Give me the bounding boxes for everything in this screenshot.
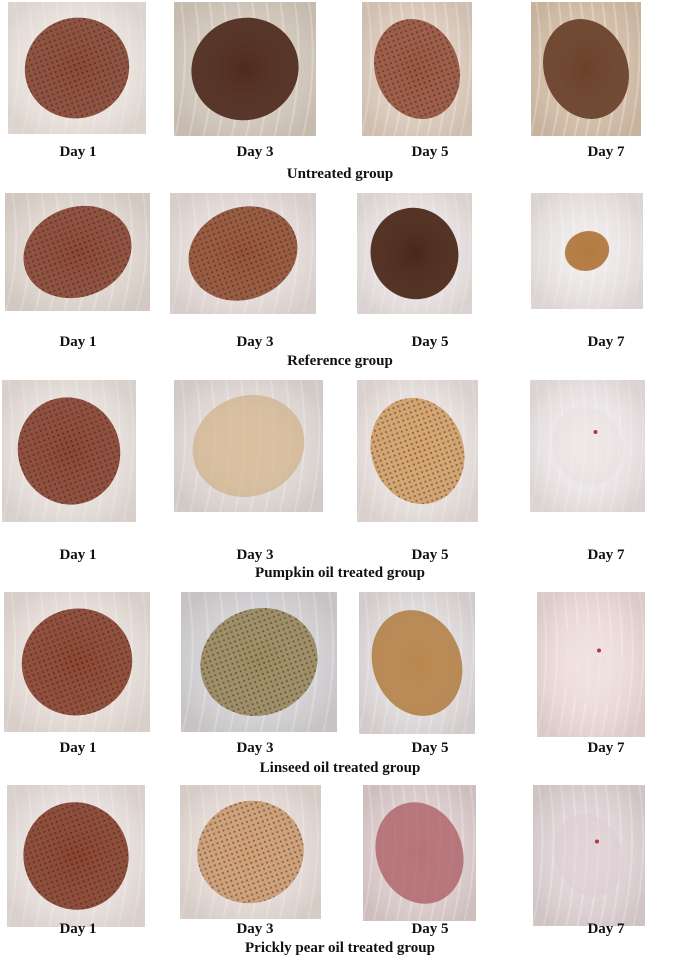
day-label: Day 1 xyxy=(59,921,97,937)
wound-photo xyxy=(5,193,150,311)
day-label: Day 7 xyxy=(587,740,625,756)
group-caption: Linseed oil treated group xyxy=(259,760,421,776)
wound-photo xyxy=(531,2,641,136)
day-label: Day 1 xyxy=(59,547,97,563)
wound-photo xyxy=(4,592,150,732)
wound-photo xyxy=(530,380,645,512)
wound-photo xyxy=(357,380,478,522)
group-caption: Pumpkin oil treated group xyxy=(255,565,425,581)
day-label: Day 1 xyxy=(59,740,97,756)
wound-photo xyxy=(174,380,323,512)
group-caption: Prickly pear oil treated group xyxy=(245,940,435,956)
wound-photo xyxy=(537,592,645,737)
group-caption: Untreated group xyxy=(286,166,394,182)
wound-photo xyxy=(533,785,645,926)
wound-photo xyxy=(181,592,337,732)
day-label: Day 5 xyxy=(411,334,449,350)
wound-photo xyxy=(531,193,643,309)
wound-photo xyxy=(359,592,475,734)
day-label: Day 5 xyxy=(411,144,449,160)
day-label: Day 3 xyxy=(236,740,274,756)
wound-photo xyxy=(2,380,136,522)
wound-photo xyxy=(8,2,146,134)
day-label: Day 5 xyxy=(411,740,449,756)
group-caption: Reference group xyxy=(287,353,393,369)
day-label: Day 1 xyxy=(59,144,97,160)
day-label: Day 7 xyxy=(587,334,625,350)
day-label: Day 7 xyxy=(587,144,625,160)
wound-photo xyxy=(357,193,472,314)
day-label: Day 7 xyxy=(587,547,625,563)
day-label: Day 1 xyxy=(59,334,97,350)
day-label: Day 3 xyxy=(236,144,274,160)
wound-photo xyxy=(7,785,145,927)
day-label: Day 5 xyxy=(411,547,449,563)
wound-photo xyxy=(180,785,321,919)
wound-photo xyxy=(362,2,472,136)
wound-photo xyxy=(170,193,316,314)
day-label: Day 7 xyxy=(587,921,625,937)
day-label: Day 5 xyxy=(411,921,449,937)
wound-photo xyxy=(174,2,316,136)
day-label: Day 3 xyxy=(236,334,274,350)
day-label: Day 3 xyxy=(236,547,274,563)
wound-photo xyxy=(363,785,476,921)
day-label: Day 3 xyxy=(236,921,274,937)
